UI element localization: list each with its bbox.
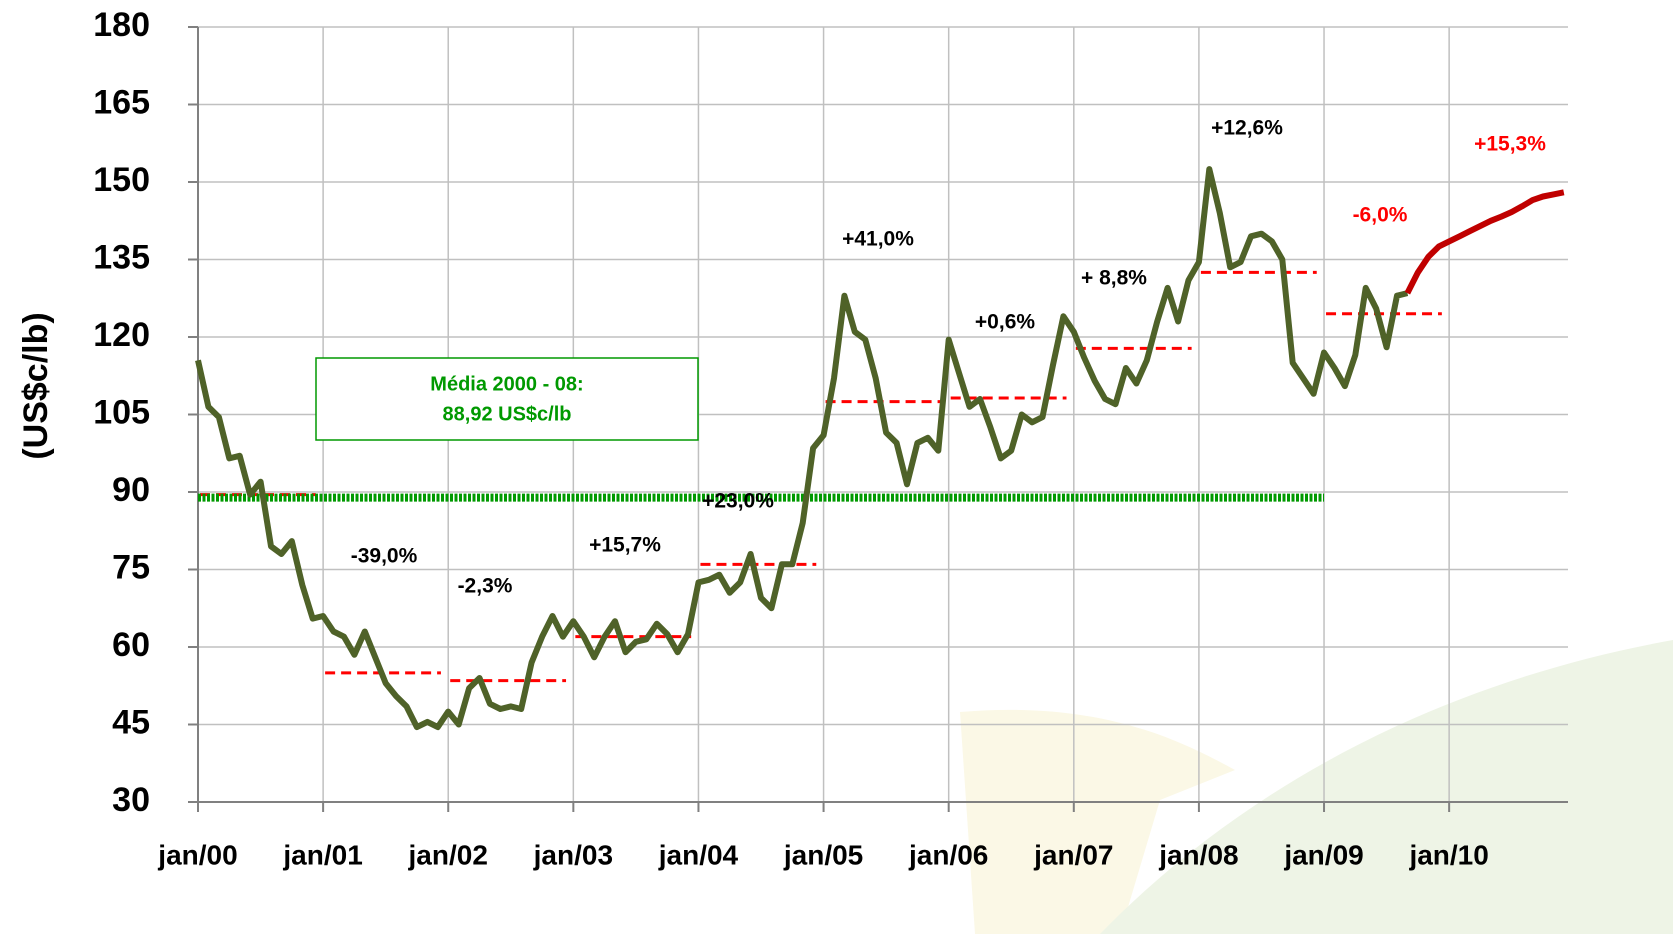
y-tick-label: 180 <box>93 6 150 44</box>
y-tick-label: 60 <box>112 626 150 664</box>
x-tick-label: jan/06 <box>908 839 988 870</box>
annotation: + 8,8% <box>1081 267 1147 290</box>
y-tick-label: 30 <box>112 781 150 819</box>
annotation: -2,3% <box>458 575 513 598</box>
y-tick-label: 75 <box>112 548 150 586</box>
x-tick-label: jan/07 <box>1033 839 1113 870</box>
x-tick-label: jan/02 <box>408 839 488 870</box>
annotation: -6,0% <box>1353 204 1408 227</box>
x-tick-label: jan/05 <box>783 839 863 870</box>
y-tick-label: 150 <box>93 161 150 199</box>
annotation: +15,3% <box>1474 133 1546 156</box>
data-line <box>198 169 1407 727</box>
x-tick-label: jan/10 <box>1408 839 1488 870</box>
annotation: -39,0% <box>351 545 418 568</box>
y-tick-label: 120 <box>93 316 150 354</box>
x-tick-label: jan/00 <box>157 839 237 870</box>
x-tick-label: jan/09 <box>1283 839 1363 870</box>
annotation: +23,0% <box>702 490 774 513</box>
annotation-box-text: Média 2000 - 08: <box>430 373 583 395</box>
y-tick-label: 105 <box>93 393 150 431</box>
annotation: +41,0% <box>842 228 914 251</box>
x-tick-label: jan/01 <box>282 839 362 870</box>
annotation-box-text: 88,92 US$c/lb <box>443 403 572 425</box>
x-tick-label: jan/03 <box>533 839 613 870</box>
annotation: +0,6% <box>975 311 1035 334</box>
annotation-box <box>316 358 698 440</box>
y-tick-label: 165 <box>93 83 150 121</box>
annotation: +12,6% <box>1211 117 1283 140</box>
y-axis-label: (US$c/lb) <box>17 312 55 459</box>
data-line <box>1407 192 1563 293</box>
x-tick-label: jan/04 <box>658 839 739 870</box>
chart: (US$c/lb) 30 45 60 75 90 105 120 135 150 165 180 ja… <box>0 0 1673 934</box>
x-tick-label: jan/08 <box>1158 839 1238 870</box>
y-tick-label: 90 <box>112 471 150 509</box>
y-tick-label: 135 <box>93 238 150 276</box>
annotation: +15,7% <box>589 534 661 557</box>
y-tick-label: 45 <box>112 703 150 741</box>
